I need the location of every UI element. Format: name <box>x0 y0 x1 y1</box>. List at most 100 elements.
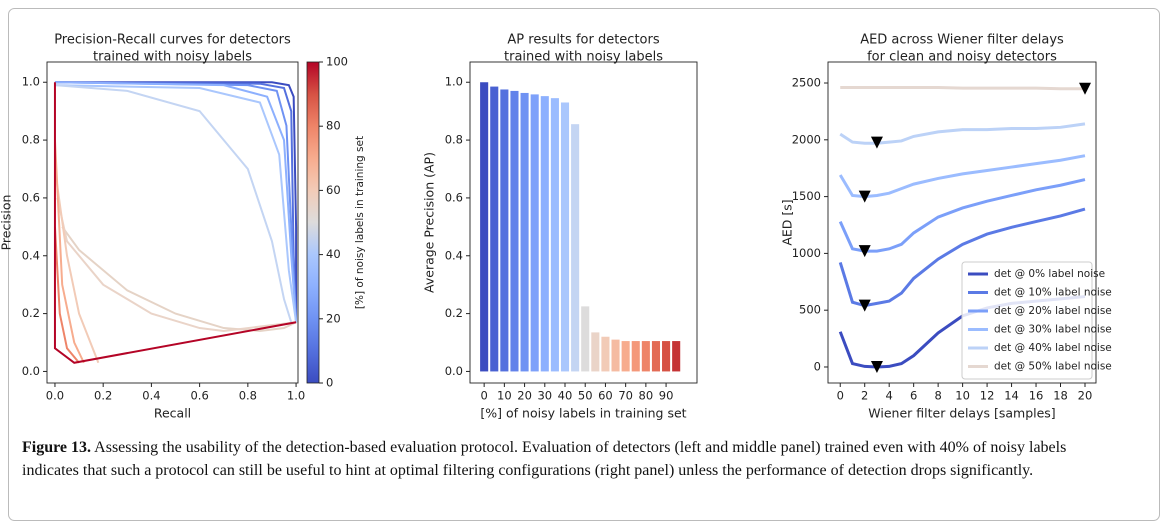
pr-curve <box>53 168 100 364</box>
x-tick-label: 40 <box>558 389 573 403</box>
legend-label: det @ 10% label noise <box>994 287 1112 299</box>
colorbar-tick-label: 40 <box>326 247 341 261</box>
y-tick-label: 2000 <box>792 132 821 146</box>
x-tick-label: 0.8 <box>239 389 257 403</box>
chart-title: AED across Wiener filter delays <box>860 33 1064 48</box>
line <box>838 154 1086 199</box>
bar <box>490 86 499 372</box>
caption-label: Figure 13. <box>22 439 92 456</box>
colorbar-tick-label: 20 <box>326 311 341 325</box>
y-tick-label: 2500 <box>792 76 821 90</box>
x-tick-label: 1.0 <box>287 389 305 403</box>
bar <box>651 341 661 372</box>
pr-curve <box>54 81 298 323</box>
line <box>838 178 1086 253</box>
y-tick-label: 0.0 <box>22 364 40 378</box>
bar <box>591 332 600 372</box>
legend-label: det @ 40% label noise <box>994 342 1112 354</box>
x-tick-label: 90 <box>659 389 674 403</box>
legend-label: det @ 50% label noise <box>994 361 1112 373</box>
colorbar-tick-label: 0 <box>326 376 333 390</box>
colorbar <box>306 61 320 384</box>
legend <box>961 261 1093 380</box>
min-marker <box>870 360 883 373</box>
x-tick-label: 0 <box>837 389 844 403</box>
x-tick-label: 10 <box>955 389 970 403</box>
legend-label: det @ 30% label noise <box>994 324 1112 336</box>
plot-frame <box>46 61 299 384</box>
pr-curve <box>53 82 297 364</box>
bar <box>641 341 650 372</box>
bar <box>672 341 681 372</box>
min-marker <box>870 136 883 149</box>
legend-label: det @ 0% label noise <box>994 268 1105 280</box>
plot-frame <box>469 61 698 384</box>
y-tick-label: 1500 <box>792 189 821 203</box>
y-tick-label: 500 <box>799 303 821 317</box>
min-marker <box>858 299 871 312</box>
x-tick-label: 8 <box>934 389 941 403</box>
y-tick-label: 0.2 <box>445 306 463 320</box>
x-tick-label: 18 <box>1053 389 1068 403</box>
x-tick-label: 60 <box>598 389 613 403</box>
x-tick-label: 0.0 <box>46 389 64 403</box>
bar <box>571 124 580 372</box>
bar <box>631 341 640 372</box>
bar <box>621 341 630 372</box>
bar <box>540 96 549 372</box>
x-tick-label: 2 <box>861 389 868 403</box>
x-axis-label: Recall <box>154 406 191 421</box>
caption: Figure 13. Assessing the usability of th… <box>22 436 1122 482</box>
line <box>839 122 1086 145</box>
chart-title: for clean and noisy detectors <box>867 50 1057 65</box>
bar <box>550 98 559 372</box>
y-tick-label: 0 <box>814 359 821 373</box>
x-tick-label: 70 <box>618 389 633 403</box>
plot-frame <box>827 61 1097 384</box>
chart-title: trained with noisy labels <box>504 50 663 65</box>
y-tick-label: 0.4 <box>445 248 463 262</box>
y-tick-label: 1000 <box>792 246 821 260</box>
pr-curve <box>54 84 298 323</box>
y-tick-label: 0.4 <box>22 248 40 262</box>
bar <box>520 92 529 372</box>
x-tick-label: 50 <box>578 389 593 403</box>
bar <box>601 336 610 372</box>
pr-curve <box>54 81 298 323</box>
figure-border <box>8 8 1160 521</box>
x-axis-label: [%] of noisy labels in training set <box>480 406 686 421</box>
bar <box>530 94 539 372</box>
x-tick-label: 0.2 <box>94 389 112 403</box>
bar <box>560 102 570 372</box>
x-tick-label: 20 <box>517 389 532 403</box>
x-tick-label: 20 <box>1078 389 1093 403</box>
bar <box>581 306 590 372</box>
x-tick-label: 14 <box>1004 389 1019 403</box>
x-tick-label: 0.6 <box>190 389 208 403</box>
x-tick-label: 6 <box>910 389 917 403</box>
x-tick-label: 12 <box>980 389 995 403</box>
pr-curve <box>53 226 80 364</box>
x-tick-label: 16 <box>1029 389 1044 403</box>
y-tick-label: 0.6 <box>445 190 463 204</box>
colorbar-tick-label: 100 <box>326 55 348 69</box>
colorbar-label: [%] of noisy labels in training set <box>354 136 366 309</box>
min-marker <box>1078 82 1091 95</box>
bar <box>662 341 671 372</box>
min-marker <box>858 190 871 203</box>
pr-curve <box>56 197 297 332</box>
bar <box>500 89 509 372</box>
y-tick-label: 0.8 <box>22 133 40 147</box>
y-tick-label: 0.2 <box>22 306 40 320</box>
chart-title: AP results for detectors <box>507 33 659 48</box>
x-tick-label: 10 <box>497 389 512 403</box>
x-tick-label: 4 <box>886 389 893 403</box>
bar <box>611 339 620 372</box>
chart-title: trained with noisy labels <box>93 50 252 65</box>
min-marker <box>858 245 871 258</box>
y-tick-label: 0.6 <box>22 190 40 204</box>
colorbar-tick-label: 80 <box>326 119 341 133</box>
pr-curve <box>53 140 85 364</box>
